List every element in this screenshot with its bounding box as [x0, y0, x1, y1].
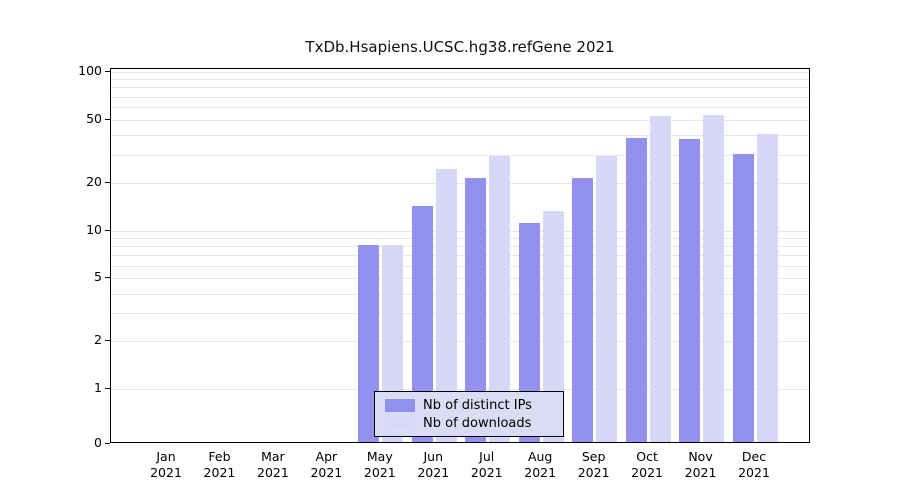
x-tick-label: Feb 2021 — [203, 449, 236, 480]
y-tick-label: 2 — [94, 332, 102, 348]
bar-downloads-oct — [649, 116, 671, 442]
chart-title: TxDb.Hsapiens.UCSC.hg38.refGene 2021 — [305, 38, 615, 56]
gridline — [111, 389, 809, 390]
gridline — [111, 341, 809, 343]
gridline — [111, 237, 809, 239]
y-tick-mark — [105, 388, 110, 389]
y-tick-mark — [105, 118, 110, 120]
x-tick-label: May 2021 — [363, 449, 396, 480]
plot-area — [110, 68, 810, 443]
gridline — [111, 278, 809, 280]
gridline — [111, 293, 809, 295]
gridline — [111, 72, 809, 73]
y-tick-label: 1 — [94, 380, 102, 395]
gridline — [111, 245, 809, 247]
gridline — [111, 87, 809, 89]
y-tick-label: 100 — [78, 63, 102, 78]
legend-label-distinct-ips: Nb of distinct IPs — [423, 397, 532, 413]
x-tick-label: Jul 2021 — [470, 449, 503, 480]
legend-row-distinct-ips: Nb of distinct IPs — [385, 398, 563, 413]
y-tick-mark — [105, 277, 110, 279]
gridline — [111, 265, 809, 267]
legend-swatch-downloads — [385, 416, 415, 430]
y-tick-label: 50 — [86, 110, 102, 126]
y-tick-label: 0 — [94, 435, 102, 450]
bar-downloads-jul — [489, 156, 511, 442]
x-tick-label: Oct 2021 — [631, 449, 663, 480]
x-tick-label: Aug 2021 — [524, 449, 557, 480]
gridline — [111, 182, 809, 184]
x-tick-label: Apr 2021 — [310, 449, 343, 480]
bar-distinct-ips-dec — [732, 153, 754, 442]
y-tick-mark — [105, 443, 110, 444]
gridline — [111, 79, 809, 81]
bar-distinct-ips-jun — [411, 206, 433, 442]
bar-distinct-ips-nov — [679, 139, 701, 442]
gridline — [111, 313, 809, 315]
gridline — [111, 107, 809, 109]
legend-row-downloads: Nb of downloads — [385, 416, 563, 431]
y-tick-mark — [105, 71, 110, 72]
x-tick-label: Dec 2021 — [738, 449, 770, 480]
gridline — [111, 230, 809, 232]
bar-downloads-nov — [703, 114, 725, 442]
y-tick-label: 10 — [86, 221, 102, 237]
gridline — [111, 96, 809, 98]
bar-downloads-sep — [596, 156, 618, 442]
y-tick-label: 20 — [86, 173, 102, 189]
bar-distinct-ips-aug — [518, 222, 540, 442]
x-tick-label: Mar 2021 — [257, 449, 289, 480]
bar-distinct-ips-sep — [572, 178, 594, 442]
bar-downloads-jun — [435, 169, 457, 442]
x-tick-label: Jan 2021 — [150, 449, 182, 480]
x-tick-label: Jun 2021 — [417, 449, 450, 480]
y-tick-mark — [105, 340, 110, 342]
gridline — [111, 255, 809, 257]
gridline — [111, 135, 809, 137]
legend-label-downloads: Nb of downloads — [423, 415, 532, 431]
y-tick-mark — [105, 181, 110, 183]
x-tick-label: Sep 2021 — [577, 449, 610, 480]
y-tick-mark — [105, 229, 110, 231]
x-tick-label: Nov 2021 — [684, 449, 717, 480]
bar-distinct-ips-oct — [625, 137, 647, 442]
legend: Nb of distinct IPs Nb of downloads — [374, 391, 564, 437]
bar-downloads-aug — [542, 211, 564, 442]
y-tick-label: 5 — [94, 269, 102, 285]
bar-distinct-ips-jul — [465, 178, 487, 442]
gridline — [111, 119, 809, 121]
legend-swatch-distinct-ips — [385, 398, 415, 412]
bar-downloads-dec — [756, 134, 778, 442]
gridline — [111, 154, 809, 156]
